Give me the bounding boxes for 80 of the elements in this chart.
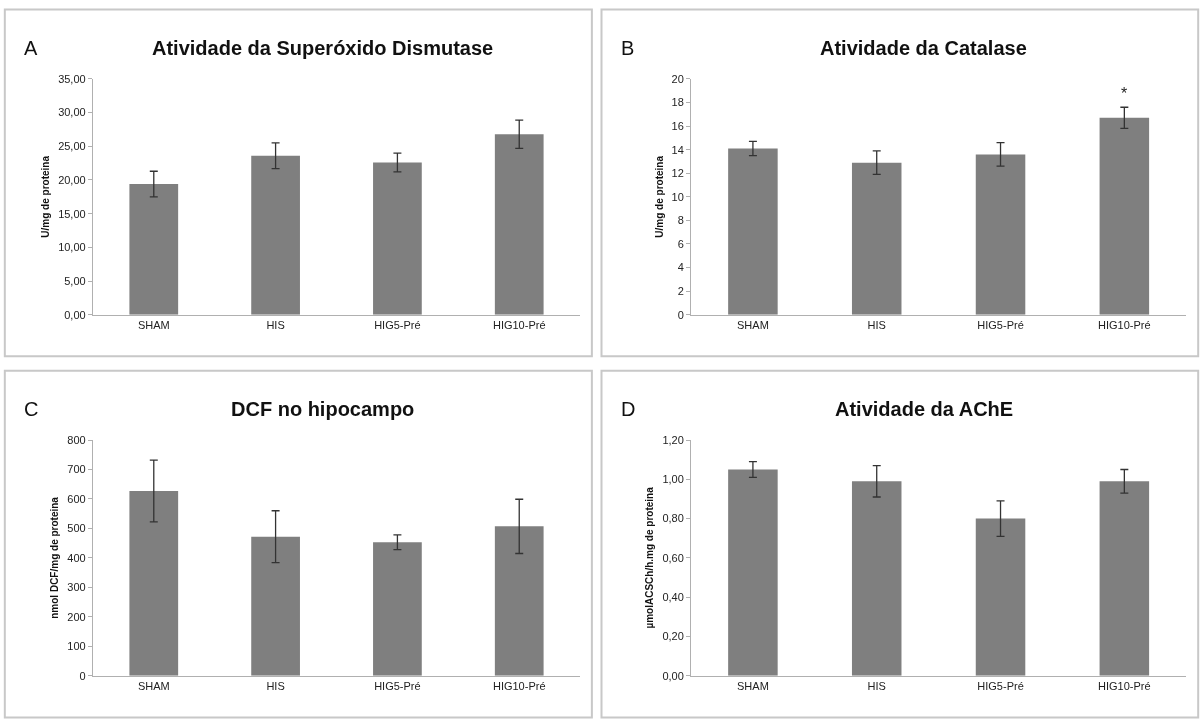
y-axis-title: U/mg de proteina [40, 155, 52, 238]
x-tick-label: HIG5-Pré [977, 318, 1024, 331]
chart-title: DCF no hipocampo [231, 398, 415, 420]
y-tick-label: 16 [671, 119, 684, 132]
y-tick-label: 0,00 [64, 308, 86, 321]
bar [373, 162, 422, 315]
x-tick-label: HIS [867, 318, 886, 331]
bar [975, 518, 1026, 676]
x-tick-label: SHAM [137, 680, 170, 693]
y-tick-label: 100 [67, 640, 86, 653]
text: A [24, 37, 38, 59]
text: C [24, 398, 39, 420]
y-tick-label: 15,00 [58, 207, 86, 220]
x-tick-label: SHAM [737, 680, 769, 693]
x-tick-label: SHAM [737, 318, 769, 331]
x-tick-label: HIS [867, 680, 886, 693]
bar [129, 184, 179, 315]
y-tick-label: 35,00 [58, 72, 86, 85]
y-axis-title: nmol DCF/mg de proteina [49, 496, 61, 619]
y-tick-label: 0,20 [662, 630, 684, 643]
y-tick-label: 0 [677, 308, 684, 321]
chart-title: Atividade da Catalase [820, 37, 1027, 59]
x-tick-label: HIG10-Pré [1098, 680, 1151, 693]
y-tick-label: 30,00 [58, 106, 86, 119]
y-tick-label: 0 [79, 669, 86, 682]
y-tick-label: 400 [67, 551, 86, 564]
text: D [621, 398, 636, 420]
y-axis-title: µmolACSCh/h.mg de proteina [644, 486, 656, 629]
bar [494, 134, 544, 315]
bar [975, 154, 1026, 315]
chart-title: Atividade da AChE [835, 398, 1014, 420]
y-tick-label: 700 [67, 463, 86, 476]
y-tick-label: 4 [677, 261, 684, 274]
y-tick-label: 800 [67, 433, 86, 446]
annotation: * [1121, 85, 1128, 102]
y-tick-label: 500 [67, 522, 86, 535]
x-tick-label: HIG10-Pré [1098, 318, 1151, 331]
y-tick-label: 8 [677, 214, 684, 227]
y-tick-label: 2 [677, 285, 684, 298]
bar [728, 469, 778, 676]
x-tick-label: HIS [266, 680, 285, 693]
chart-title: Atividade da Superóxido Dismutase [152, 37, 494, 59]
y-tick-label: 20 [671, 72, 684, 85]
x-tick-label: HIG5-Pré [977, 680, 1024, 693]
y-tick-label: 0,40 [662, 591, 684, 604]
bar [851, 481, 902, 676]
y-tick-label: 600 [67, 492, 86, 505]
x-tick-label: HIS [266, 318, 285, 331]
text: B [621, 37, 635, 59]
bar [851, 162, 902, 315]
y-axis-title: U/mg de proteina [653, 155, 665, 238]
x-tick-label: HIG5-Pré [374, 680, 421, 693]
y-tick-label: 0,80 [662, 512, 684, 525]
bar [1099, 117, 1150, 315]
y-tick-label: 18 [671, 96, 684, 109]
x-tick-label: HIG10-Pré [492, 680, 546, 693]
y-tick-label: 10,00 [58, 241, 86, 254]
y-tick-label: 14 [671, 143, 684, 156]
bar [251, 536, 300, 676]
y-tick-label: 200 [67, 610, 86, 623]
bar [1099, 481, 1150, 676]
bar [728, 148, 778, 315]
bar [373, 542, 422, 676]
y-tick-label: 25,00 [58, 140, 86, 153]
y-tick-label: 0,00 [662, 669, 684, 682]
x-tick-label: HIG5-Pré [374, 318, 421, 331]
x-tick-label: SHAM [137, 318, 170, 331]
y-tick-label: 20,00 [58, 173, 86, 186]
y-tick-label: 0,60 [662, 551, 684, 564]
bar [251, 155, 300, 315]
bar [129, 491, 179, 676]
y-tick-label: 300 [67, 581, 86, 594]
bar [494, 526, 544, 676]
y-tick-label: 1,20 [662, 433, 684, 446]
y-tick-label: 1,00 [662, 473, 684, 486]
y-tick-label: 5,00 [64, 274, 86, 287]
y-tick-label: 12 [671, 167, 684, 180]
y-tick-label: 10 [671, 190, 684, 203]
y-tick-label: 6 [677, 237, 684, 250]
x-tick-label: HIG10-Pré [492, 318, 546, 331]
